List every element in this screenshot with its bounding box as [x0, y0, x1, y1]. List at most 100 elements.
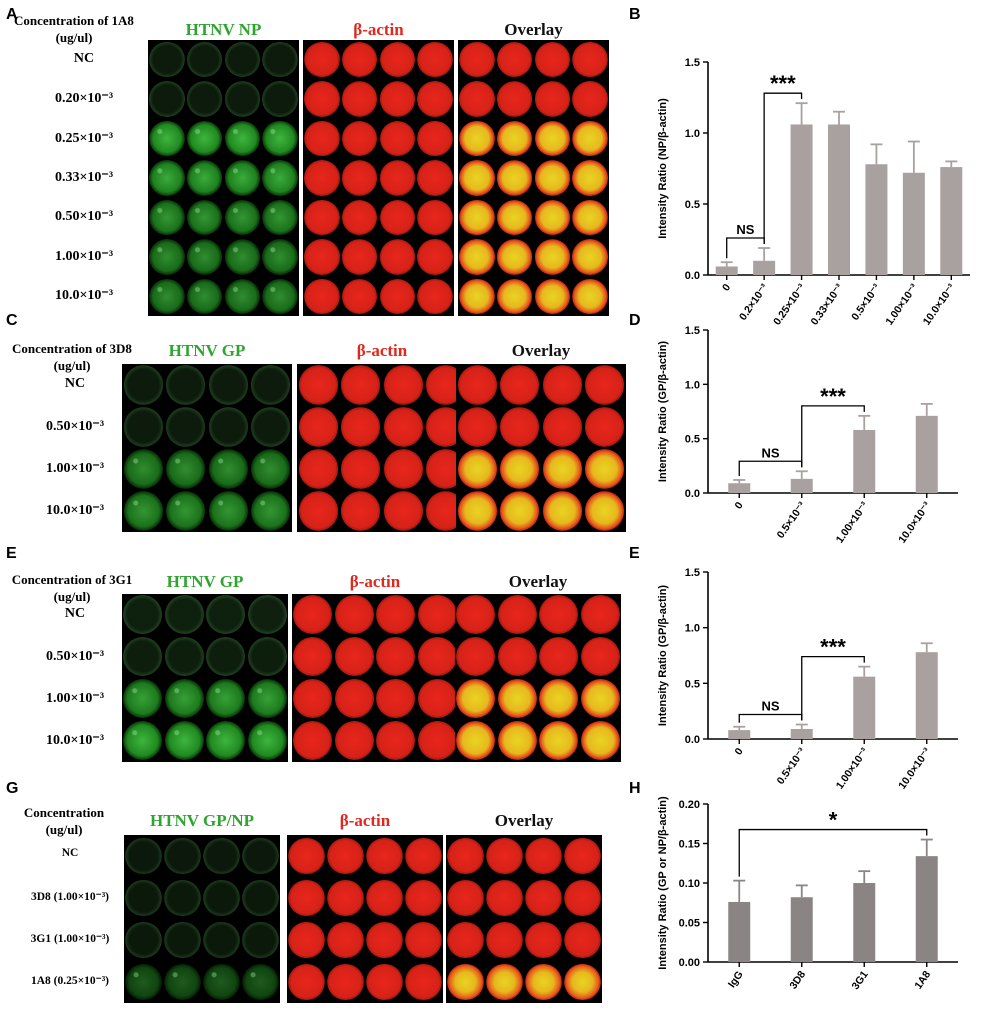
panel-letter-b: B — [629, 6, 641, 23]
well — [542, 491, 582, 531]
row-label: 1A8 (0.25×10⁻³) — [30, 975, 110, 987]
row-label: 0.20×10⁻³ — [54, 91, 114, 107]
well — [534, 199, 571, 236]
well — [456, 679, 496, 719]
well — [206, 721, 246, 761]
well — [496, 278, 533, 315]
row-label: 10.0×10⁻³ — [45, 733, 105, 748]
row-label: 3D8 (1.00×10⁻³) — [30, 891, 110, 903]
y-tick-label: 0.15 — [679, 839, 700, 851]
y-axis-label: Intensity Ratio (GP or NP/β-actin) — [657, 796, 669, 970]
well — [405, 879, 442, 917]
well — [417, 81, 453, 117]
x-tick-label: 1.00×10⁻³ — [834, 745, 871, 791]
well — [539, 721, 579, 761]
well — [247, 637, 287, 677]
channel-header: HTNV GP — [166, 572, 244, 591]
x-tick-label: 1.00×10⁻³ — [834, 499, 871, 545]
bar-chart-b: 0.0 0.5 1.0 1.5 Intensity Ratio (NP/β-actin)… — [657, 57, 970, 327]
well — [564, 921, 601, 959]
well — [334, 595, 374, 635]
well — [447, 879, 484, 917]
well — [572, 120, 608, 157]
well — [366, 963, 403, 1001]
concentration-title-line: (ug/ul) — [45, 822, 83, 837]
bar — [753, 260, 776, 275]
well — [534, 160, 571, 196]
well — [486, 837, 523, 875]
well — [496, 41, 533, 78]
well — [251, 365, 291, 405]
well — [242, 879, 279, 917]
well — [417, 239, 453, 275]
well — [186, 199, 223, 236]
significance-label: *** — [820, 635, 846, 660]
well — [166, 365, 206, 405]
row-label: NC — [64, 376, 86, 391]
well — [149, 278, 185, 315]
well — [262, 278, 298, 315]
bar-chart-d: 0.0 0.5 1.0 1.5 Intensity Ratio (GP/β-actin)… — [657, 325, 958, 545]
well — [149, 160, 185, 196]
row-label: 10.0×10⁻³ — [45, 503, 105, 518]
well — [379, 120, 416, 157]
well — [525, 837, 562, 875]
bar — [790, 124, 813, 275]
well — [293, 595, 333, 635]
x-tick-label: 3G1 — [849, 969, 870, 992]
well — [572, 81, 608, 117]
bar — [915, 856, 938, 962]
well-grid — [122, 594, 288, 762]
row-label: 10.0×10⁻³ — [54, 288, 114, 304]
well — [379, 278, 416, 315]
well — [383, 365, 423, 405]
well — [166, 449, 206, 489]
well — [539, 679, 579, 719]
well — [539, 637, 579, 677]
well — [585, 365, 625, 405]
well — [262, 120, 298, 157]
well — [456, 595, 496, 635]
well — [164, 837, 201, 875]
significance-label: *** — [770, 71, 796, 96]
well — [327, 879, 364, 917]
concentration-title-line: (ug/ul) — [55, 30, 93, 45]
well-grid — [124, 835, 280, 1003]
well — [203, 879, 240, 917]
well — [186, 239, 223, 275]
panel-letter-e: E — [6, 545, 17, 562]
well — [164, 679, 204, 719]
panel-letter-g: G — [6, 780, 19, 797]
well — [417, 679, 457, 719]
well — [149, 81, 185, 117]
well — [125, 879, 162, 917]
well — [572, 160, 608, 196]
well — [251, 407, 291, 447]
well — [500, 365, 540, 405]
well — [542, 407, 582, 447]
well — [376, 595, 416, 635]
well — [251, 449, 291, 489]
well — [500, 407, 540, 447]
well — [123, 595, 163, 635]
channel-header: HTNV GP/NP — [149, 811, 255, 830]
row-label: NC — [61, 847, 79, 859]
well-grid — [287, 835, 443, 1003]
well — [341, 160, 378, 196]
bar — [790, 728, 813, 739]
y-tick-label: 1.0 — [685, 379, 700, 391]
well — [327, 837, 364, 875]
well — [164, 721, 204, 761]
well — [457, 407, 497, 447]
well — [379, 199, 416, 236]
well — [383, 449, 423, 489]
well — [525, 879, 562, 917]
well — [123, 491, 163, 531]
well — [497, 637, 537, 677]
bar — [853, 676, 876, 739]
well — [208, 449, 248, 489]
significance-bracket — [801, 405, 865, 468]
channel-header: Overlay — [511, 341, 571, 360]
well — [341, 407, 381, 447]
y-tick-label: 1.5 — [685, 325, 700, 337]
